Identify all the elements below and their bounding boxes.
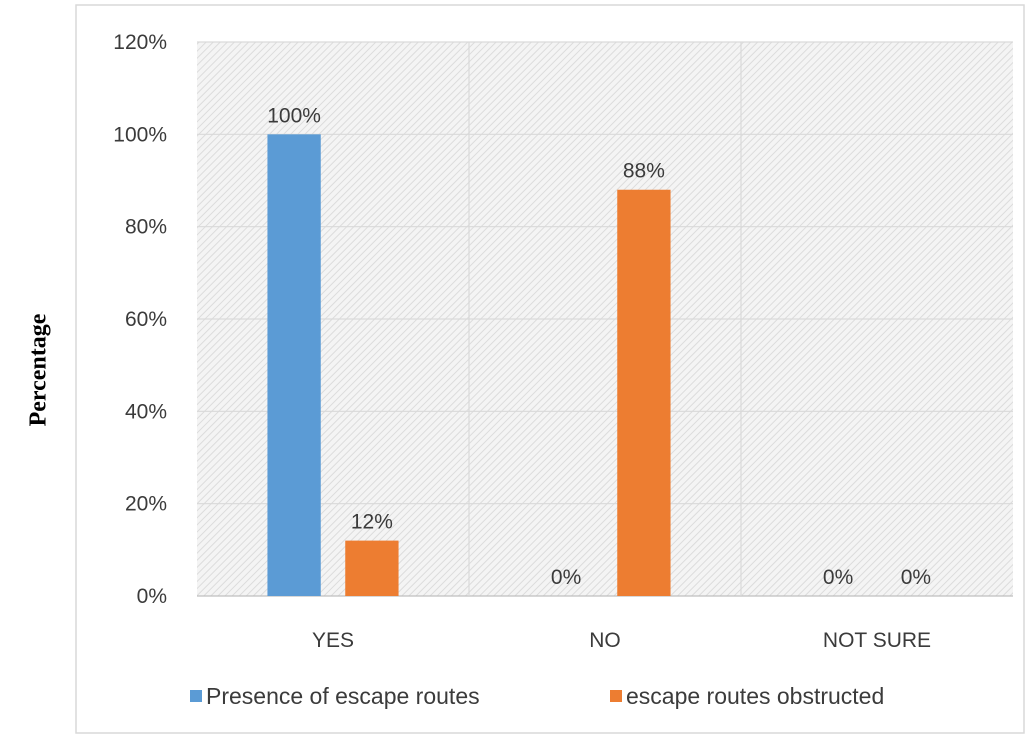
data-label: 0% xyxy=(901,566,931,589)
x-axis-ticks: YES NO NOT SURE xyxy=(312,629,931,652)
y-tick-label: 0% xyxy=(137,585,167,608)
y-tick-label: 20% xyxy=(125,493,167,516)
y-tick-label: 120% xyxy=(113,31,167,54)
legend: Presence of escape routes escape routes o… xyxy=(190,683,884,709)
bar xyxy=(345,540,399,596)
bars xyxy=(267,134,671,597)
bar xyxy=(267,134,321,597)
data-label: 0% xyxy=(823,566,853,589)
y-tick-label: 60% xyxy=(125,308,167,331)
data-label: 0% xyxy=(551,566,581,589)
x-tick-label: NOT SURE xyxy=(823,629,931,652)
y-tick-label: 40% xyxy=(125,400,167,423)
legend-swatch xyxy=(610,690,622,702)
y-axis-label: Percentage xyxy=(26,313,52,426)
x-tick-label: YES xyxy=(312,629,354,652)
y-axis-ticks: 0% 20% 40% 60% 80% 100% 120% xyxy=(113,31,167,608)
legend-label: Presence of escape routes xyxy=(206,683,480,709)
legend-swatch xyxy=(190,690,202,702)
data-labels: 100% 12% 0% 88% 0% 0% xyxy=(267,104,931,589)
legend-label: escape routes obstructed xyxy=(626,683,884,709)
data-label: 12% xyxy=(351,511,393,534)
x-tick-label: NO xyxy=(589,629,621,652)
bar xyxy=(617,189,671,596)
data-label: 88% xyxy=(623,160,665,183)
y-tick-label: 80% xyxy=(125,216,167,239)
y-tick-label: 100% xyxy=(113,123,167,146)
data-label: 100% xyxy=(267,104,321,127)
gridlines xyxy=(197,41,1013,597)
